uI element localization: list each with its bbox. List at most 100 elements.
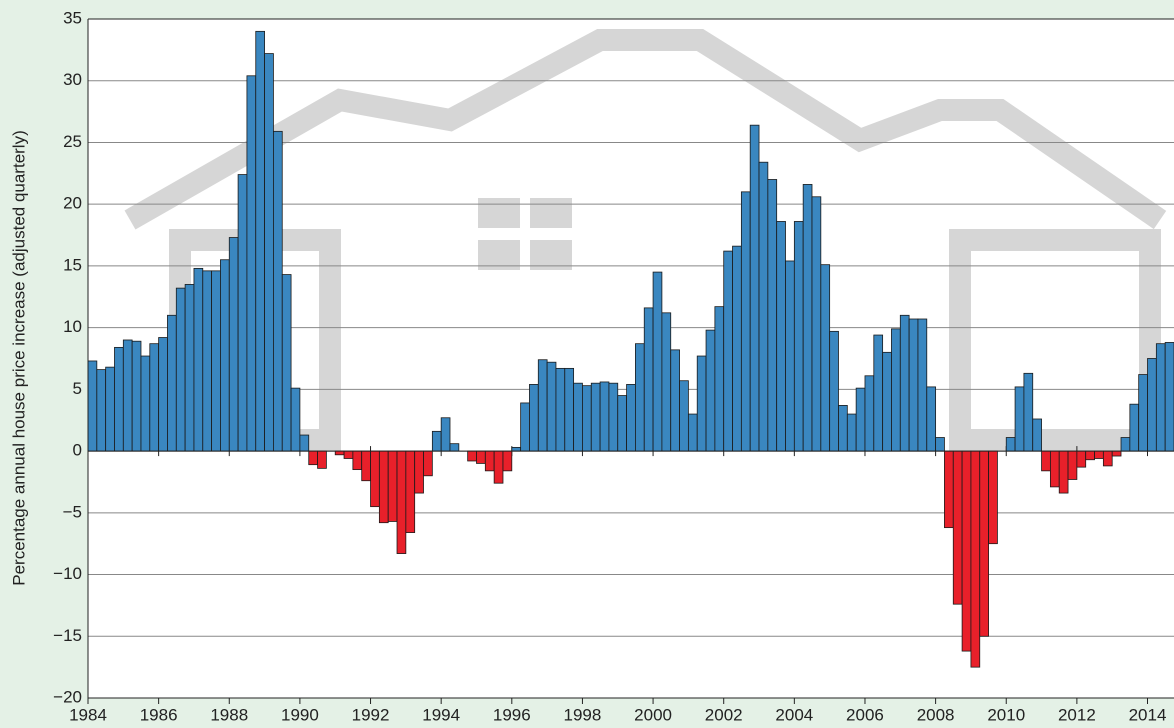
y-tick-label: 10 <box>63 317 82 336</box>
bar <box>1023 372 1034 452</box>
bar <box>643 307 654 452</box>
bar <box>378 450 389 524</box>
x-tick-label: 2000 <box>634 705 672 724</box>
bar <box>714 306 725 452</box>
bar <box>740 191 751 452</box>
bar <box>1085 450 1095 461</box>
bar <box>537 359 548 452</box>
y-tick-label: −10 <box>53 564 82 583</box>
bar <box>114 346 124 452</box>
x-tick-label: 1998 <box>564 705 602 724</box>
bar <box>1102 450 1113 467</box>
bar <box>1076 450 1087 468</box>
bar <box>220 259 230 452</box>
bar <box>493 450 504 484</box>
bar <box>131 340 142 452</box>
bar <box>820 264 831 452</box>
y-tick-label: −5 <box>63 502 82 521</box>
bar <box>882 351 892 452</box>
bar <box>414 450 424 494</box>
bar <box>661 312 672 452</box>
x-tick-label: 2012 <box>1058 705 1096 724</box>
bar <box>467 450 477 462</box>
bar <box>582 385 592 452</box>
bar <box>352 450 363 471</box>
x-tick-label: 1992 <box>352 705 390 724</box>
bar <box>1067 450 1078 480</box>
bar <box>891 328 901 452</box>
bar <box>334 450 345 456</box>
bar <box>1094 450 1104 459</box>
bar <box>767 179 778 452</box>
bar <box>555 367 566 452</box>
bar <box>122 339 133 452</box>
bar <box>476 450 486 464</box>
bar <box>705 329 716 452</box>
x-tick-label: 1988 <box>210 705 248 724</box>
bar <box>370 450 380 508</box>
bar <box>988 450 998 545</box>
bar <box>520 402 530 452</box>
bar <box>1058 450 1069 494</box>
bar <box>431 430 442 452</box>
bar <box>635 343 645 452</box>
bar <box>935 437 945 452</box>
bar <box>864 375 875 452</box>
bar <box>511 446 522 452</box>
y-tick-label: 0 <box>73 441 82 460</box>
bar <box>308 450 318 466</box>
bar <box>440 417 451 452</box>
bar <box>1041 450 1051 472</box>
bar <box>1147 358 1157 452</box>
bar <box>926 386 937 452</box>
bar <box>290 387 301 452</box>
bar <box>970 450 981 668</box>
bar <box>202 270 213 452</box>
bar <box>811 196 822 452</box>
bar <box>87 360 98 452</box>
y-tick-label: 15 <box>63 255 82 274</box>
bar <box>564 367 575 452</box>
bar <box>776 221 786 452</box>
bar <box>1155 343 1166 452</box>
bar <box>1014 386 1025 452</box>
bar <box>1120 437 1131 452</box>
bar <box>361 450 371 482</box>
bar <box>961 450 972 652</box>
bar <box>211 270 221 452</box>
bar <box>281 274 292 452</box>
bar <box>617 395 627 452</box>
bar <box>723 250 733 452</box>
x-tick-label: 2002 <box>705 705 743 724</box>
bar <box>158 337 168 452</box>
bar <box>246 75 257 452</box>
x-tick-label: 1996 <box>493 705 531 724</box>
x-tick-label: 1984 <box>69 705 107 724</box>
bar <box>1005 437 1016 452</box>
bar <box>608 382 619 452</box>
x-tick-label: 1986 <box>140 705 178 724</box>
bar <box>343 450 354 459</box>
bar <box>193 267 204 452</box>
bar <box>1164 342 1174 452</box>
bar <box>546 361 557 452</box>
bar <box>952 450 963 605</box>
x-tick-label: 1994 <box>422 705 460 724</box>
bar <box>1032 418 1042 452</box>
bar <box>140 355 151 452</box>
bar <box>696 355 707 452</box>
bar <box>396 450 407 554</box>
bar <box>758 161 769 452</box>
bar <box>802 184 813 452</box>
bar <box>749 124 760 452</box>
bar <box>1138 374 1148 452</box>
bar <box>264 53 274 452</box>
bar <box>1129 403 1140 452</box>
x-tick-label: 2010 <box>987 705 1025 724</box>
y-tick-label: 20 <box>63 194 82 213</box>
y-tick-label: −15 <box>53 626 82 645</box>
bar <box>149 343 160 452</box>
bar <box>793 221 804 452</box>
bar <box>502 450 513 472</box>
